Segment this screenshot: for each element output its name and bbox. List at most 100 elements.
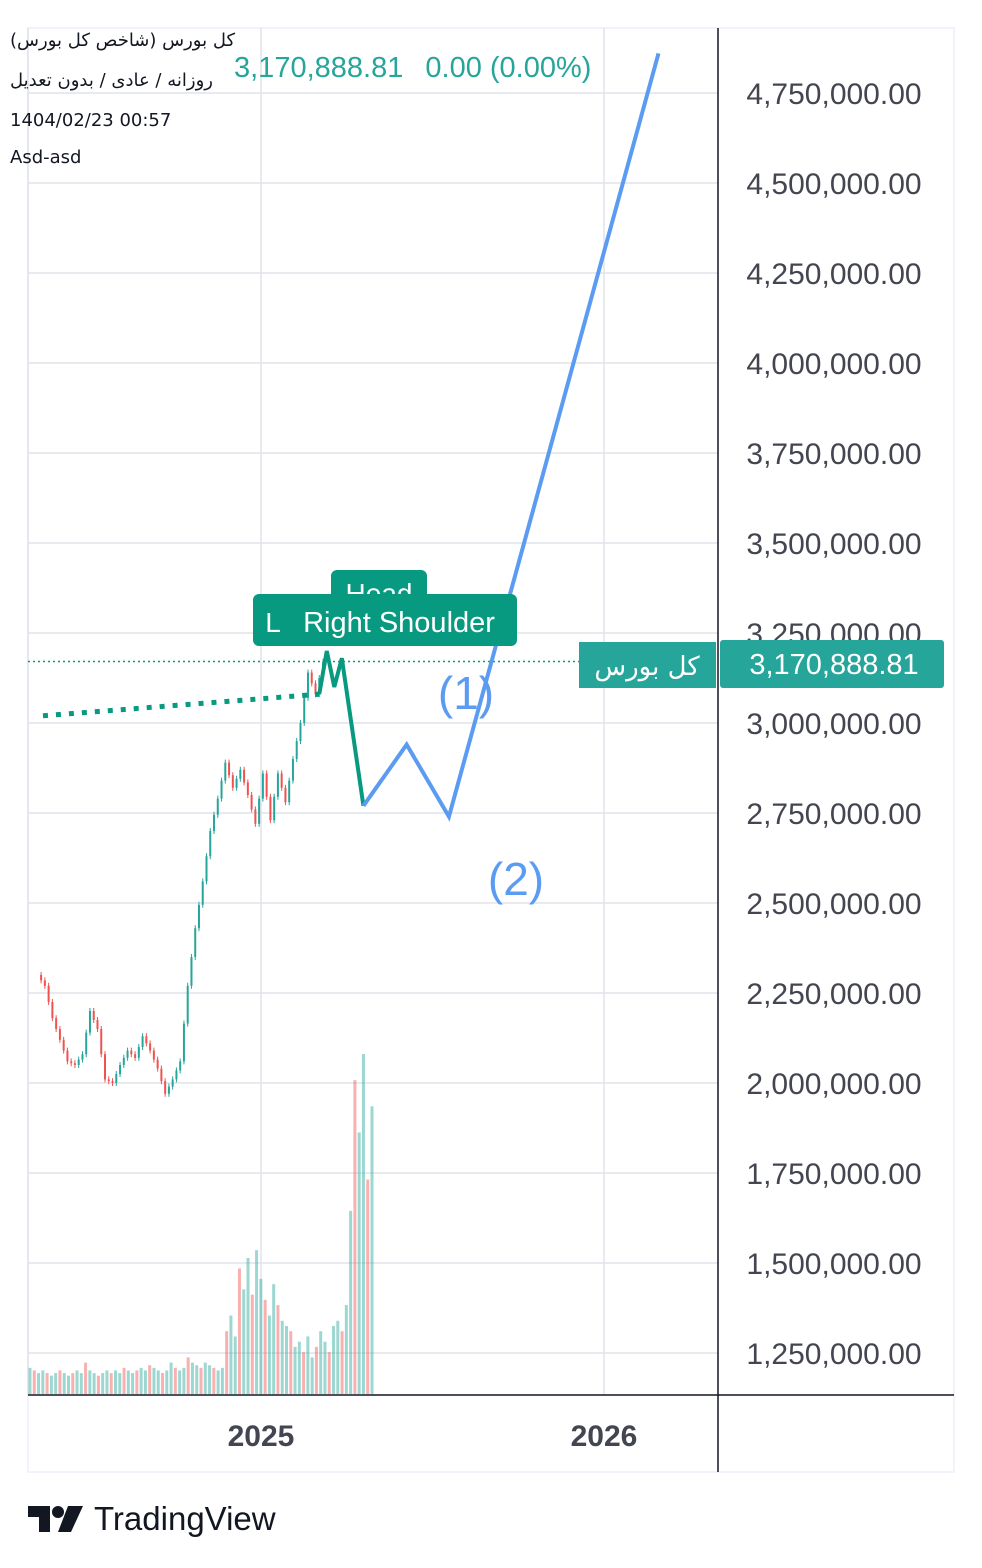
volume-bar xyxy=(319,1331,323,1394)
candle-body xyxy=(137,1047,140,1058)
candle-body xyxy=(310,672,313,684)
volume-bar xyxy=(71,1373,75,1394)
candle-body xyxy=(243,769,246,783)
candle-body xyxy=(254,809,257,824)
candle-body xyxy=(47,985,50,1002)
volume-bar xyxy=(233,1336,237,1394)
volume-bar xyxy=(109,1373,113,1394)
candle-body xyxy=(261,773,264,799)
volume-bar xyxy=(242,1289,246,1394)
volume-bar xyxy=(267,1315,271,1394)
candle-body xyxy=(258,798,261,824)
candle-body xyxy=(100,1029,103,1055)
price-readout: 3,170,888.81 0.00 (0.00%) xyxy=(234,52,605,85)
y-tick-label: 1,500,000.00 xyxy=(746,1248,921,1281)
volume-bar xyxy=(156,1370,160,1394)
candle-body xyxy=(134,1054,137,1058)
volume-bar xyxy=(152,1367,156,1394)
y-tick-label: 4,250,000.00 xyxy=(746,258,921,291)
y-tick-label: 2,750,000.00 xyxy=(746,798,921,831)
time-axis[interactable]: 2025 2026 xyxy=(228,1420,638,1453)
candle-body xyxy=(306,672,309,698)
volume-bar xyxy=(195,1365,199,1394)
volume-bar xyxy=(161,1373,165,1394)
y-tick-label: 4,500,000.00 xyxy=(746,168,921,201)
y-tick-label: 4,000,000.00 xyxy=(746,348,921,381)
candle-body xyxy=(81,1054,84,1060)
volume-bar xyxy=(143,1370,147,1394)
volume-bar xyxy=(259,1278,263,1394)
volume-bar xyxy=(66,1375,70,1394)
candle-body xyxy=(145,1036,148,1044)
wave-1-label: (1) xyxy=(438,667,494,719)
volume-bar xyxy=(263,1299,267,1394)
candle-body xyxy=(130,1050,133,1055)
volume-bar xyxy=(276,1305,280,1394)
volume-bar xyxy=(349,1210,353,1394)
y-tick-label: 3,000,000.00 xyxy=(746,708,921,741)
candle-body xyxy=(141,1036,144,1047)
volume-bar xyxy=(302,1352,306,1394)
volume-bar xyxy=(336,1320,340,1394)
volume-bar xyxy=(131,1373,135,1394)
volume-bar xyxy=(84,1362,88,1394)
volume-bar xyxy=(41,1370,45,1394)
volume-bar xyxy=(135,1370,139,1394)
volume-bars xyxy=(28,1054,374,1394)
volume-bar xyxy=(92,1373,96,1394)
candle-body xyxy=(291,759,294,781)
candle-body xyxy=(314,683,317,695)
svg-text:L: L xyxy=(265,607,281,638)
candle-body xyxy=(250,795,253,810)
candle-body xyxy=(152,1050,155,1060)
volume-bar xyxy=(216,1370,220,1394)
candle-body xyxy=(77,1059,80,1065)
volume-bar xyxy=(173,1367,177,1394)
volume-bar xyxy=(357,1132,361,1394)
svg-text:کل بورس: کل بورس xyxy=(594,652,700,682)
volume-bar xyxy=(225,1331,229,1394)
volume-bar xyxy=(208,1365,212,1394)
candle-body xyxy=(209,831,212,857)
volume-bar xyxy=(280,1320,284,1394)
candle-body xyxy=(171,1079,174,1087)
volume-bar xyxy=(49,1375,53,1394)
symbol-title[interactable]: کل بورس (شاخص کل بورس) xyxy=(10,30,236,51)
author-name[interactable]: Asd-asd xyxy=(10,147,82,168)
volume-bar xyxy=(28,1367,32,1394)
candle-body xyxy=(295,741,298,759)
candle-body xyxy=(40,975,43,981)
volume-bar xyxy=(182,1367,186,1394)
volume-bar xyxy=(353,1080,357,1394)
x-tick-label: 2025 xyxy=(228,1420,295,1453)
right-shoulder-label[interactable]: Right Shoulder xyxy=(283,594,517,646)
candle-body xyxy=(299,723,302,741)
candle-body xyxy=(58,1029,61,1040)
volume-bar xyxy=(32,1370,36,1394)
volume-bar xyxy=(105,1370,109,1394)
volume-bar xyxy=(332,1326,336,1394)
volume-bar xyxy=(344,1305,348,1394)
svg-text:Right Shoulder: Right Shoulder xyxy=(303,607,495,639)
candle-body xyxy=(213,814,216,831)
candle-body xyxy=(104,1054,107,1080)
volume-bar xyxy=(79,1373,83,1394)
volume-bar xyxy=(289,1331,293,1394)
volume-bar xyxy=(229,1315,233,1394)
candle-body xyxy=(62,1039,65,1051)
y-tick-label: 1,750,000.00 xyxy=(746,1158,921,1191)
y-tick-label: 3,750,000.00 xyxy=(746,438,921,471)
candle-body xyxy=(194,928,197,957)
tradingview-logo[interactable]: TradingView xyxy=(28,1500,276,1538)
price-axis[interactable]: 1,250,000.00 1,500,000.00 1,750,000.00 2,00… xyxy=(746,78,921,1371)
volume-bar xyxy=(75,1370,79,1394)
candle-body xyxy=(224,762,227,781)
y-tick-label: 1,250,000.00 xyxy=(746,1338,921,1371)
candle-body xyxy=(231,775,234,788)
y-tick-label: 2,000,000.00 xyxy=(746,1068,921,1101)
volume-bar xyxy=(272,1284,276,1394)
candle-body xyxy=(70,1061,73,1064)
candle-body xyxy=(246,782,249,795)
horizontal-grid xyxy=(28,92,718,1354)
